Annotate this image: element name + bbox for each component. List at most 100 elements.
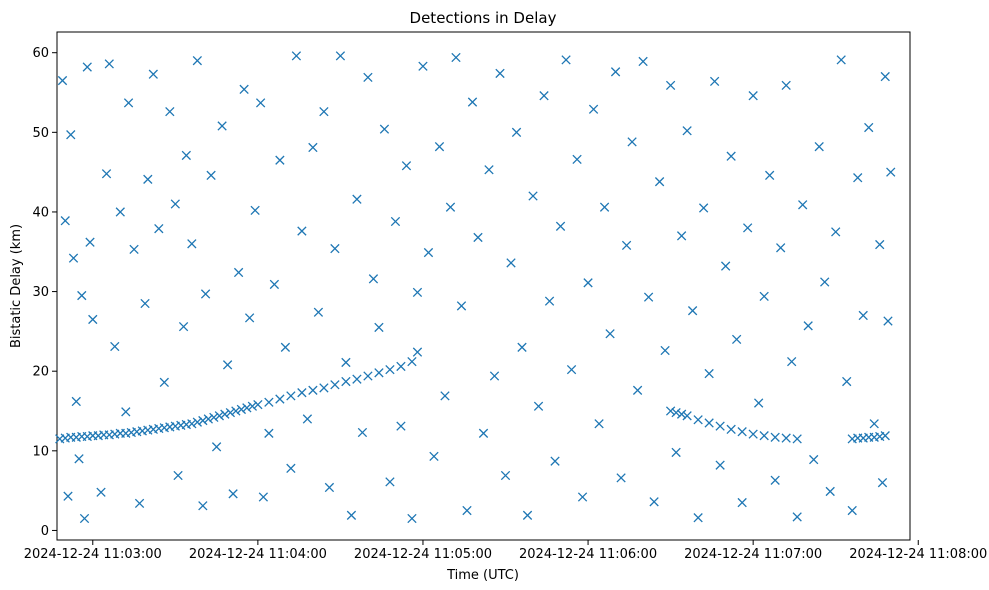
data-point [187,419,197,429]
data-point [528,191,538,201]
y-tick-label: 20 [32,365,49,380]
data-point [291,51,302,61]
data-point [264,397,274,407]
data-point [200,289,211,299]
data-point [275,394,285,404]
data-point [148,69,158,79]
data-point [720,261,731,271]
data-point [66,130,76,140]
data-point [880,431,890,441]
data-point [731,334,742,345]
data-point [770,432,780,442]
data-point [759,431,769,441]
data-point [77,290,87,301]
data-point [445,202,456,212]
data-point [233,267,244,278]
y-tick-label: 30 [32,285,49,300]
data-point [693,513,703,523]
y-tick-label: 0 [41,524,49,539]
data-point [286,463,296,473]
data-point [776,243,786,253]
data-point [599,202,610,212]
y-axis-ticks: 0 10 20 30 40 50 60 [32,46,57,539]
data-point [715,460,725,470]
data-point [654,177,665,187]
data-point [440,391,450,401]
data-point [594,419,604,429]
data-point [478,428,489,438]
data-points [55,51,896,524]
data-point [96,487,106,497]
data-point [748,429,758,439]
data-point [682,411,692,421]
data-point [357,427,368,438]
data-point [693,415,703,425]
data-point [250,205,260,216]
data-point [396,361,406,372]
data-point [220,409,230,419]
data-point [495,68,505,79]
data-point [869,419,879,429]
data-point [588,104,599,114]
data-point [787,356,797,367]
data-point [638,56,648,67]
data-point [632,385,643,395]
data-point [308,385,318,395]
data-point [877,478,888,488]
data-point [533,401,544,411]
data-point [101,169,112,179]
data-point [242,403,252,413]
data-point [225,407,236,418]
data-point [143,174,153,184]
data-point [561,55,571,65]
data-point [484,165,494,175]
data-point [187,239,197,249]
data-point [572,154,582,165]
data-point [698,203,709,213]
data-point [115,207,125,217]
data-point [456,301,467,311]
data-point [726,151,736,161]
x-axis-label: Time (UTC) [446,568,519,583]
data-point [886,167,896,177]
data-point [129,244,139,255]
data-point [522,510,533,520]
x-tick-label: 2024-12-24 11:05:00 [354,547,492,562]
data-point [385,477,395,487]
data-point [665,406,676,416]
data-point [198,501,208,511]
data-point [803,321,813,331]
x-tick-label: 2024-12-24 11:07:00 [684,547,822,562]
x-tick-label: 2024-12-24 11:06:00 [519,547,657,562]
x-tick-label: 2024-12-24 11:08:00 [849,547,987,562]
data-point [853,173,863,183]
data-point [253,399,263,410]
data-point [192,417,202,427]
data-point [737,497,747,508]
data-point [770,475,780,485]
data-point [671,447,681,458]
data-point [627,137,637,147]
data-point [831,227,841,237]
data-point [341,376,351,387]
data-point [121,407,131,417]
data-point [511,127,522,137]
data-point [341,357,351,368]
data-point [792,512,802,522]
plot-area-frame [56,31,911,541]
data-point [836,55,846,65]
data-point [88,314,98,325]
data-point [781,80,791,91]
data-point [280,342,291,352]
data-point [539,91,549,101]
data-point [363,72,373,83]
data-point [319,383,329,393]
data-point [57,75,68,86]
data-point [198,415,208,426]
x-tick-label: 2024-12-24 11:04:00 [189,547,327,562]
data-point [302,414,313,424]
data-point [79,513,90,524]
data-point [489,371,500,381]
data-point [820,277,830,287]
